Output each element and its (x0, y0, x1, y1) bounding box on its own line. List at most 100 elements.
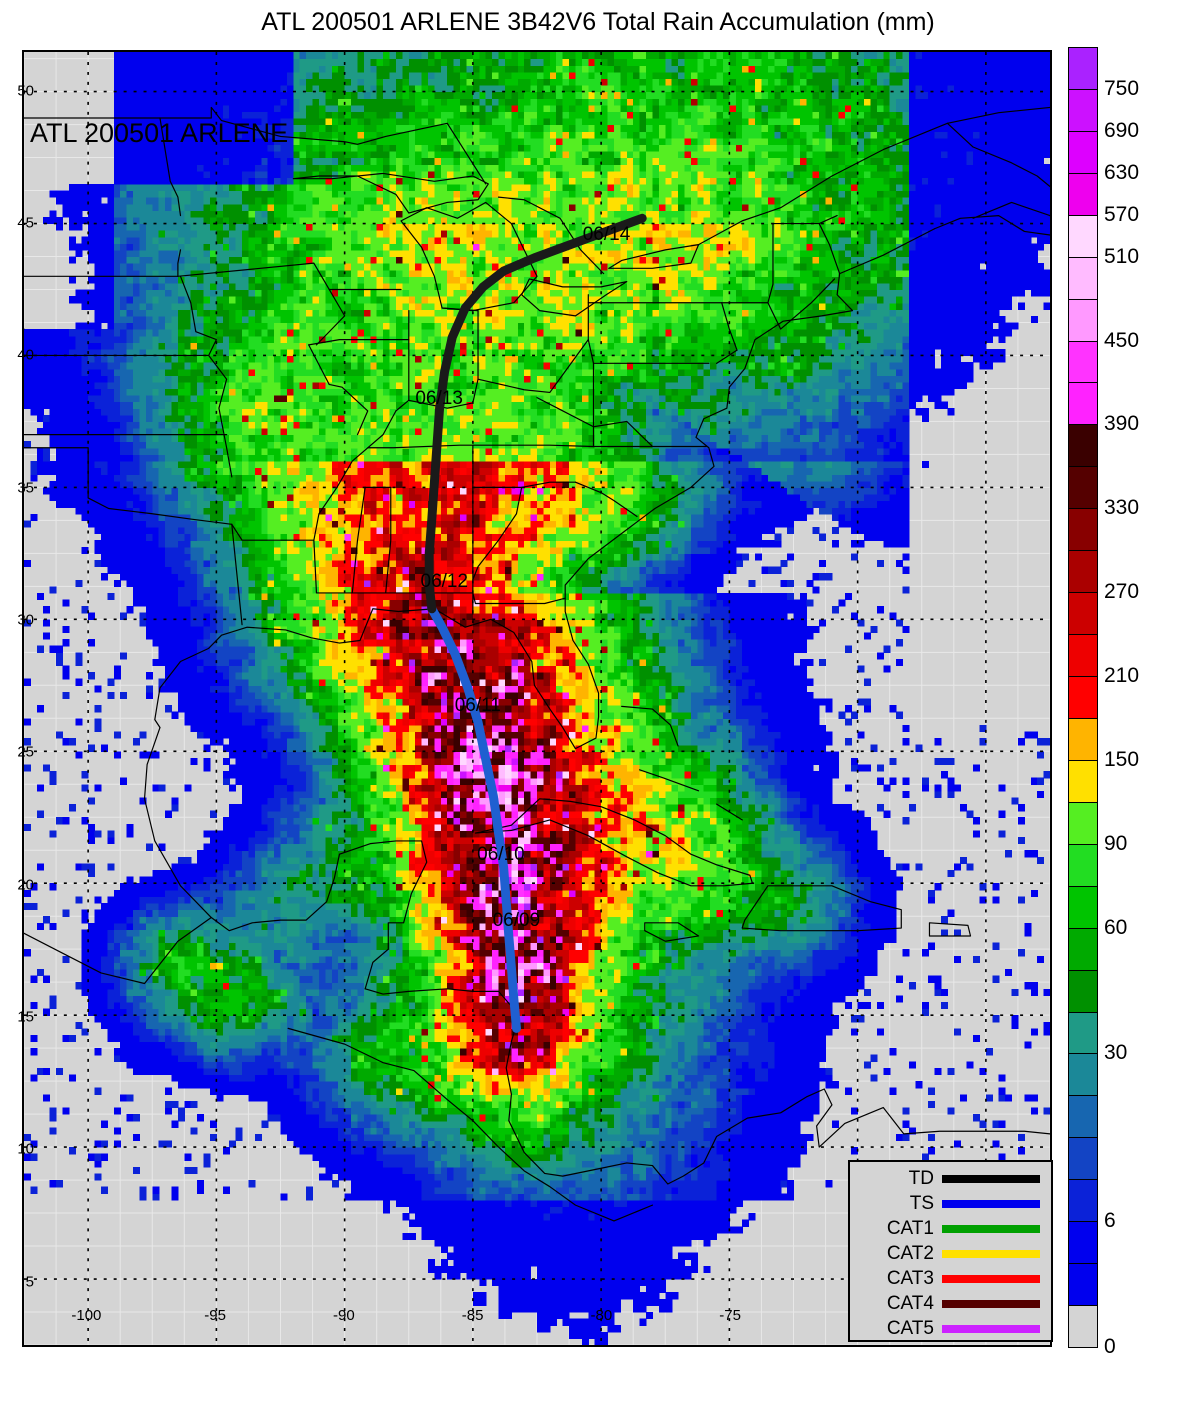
colorbar-tick-label: 750 (1104, 77, 1139, 101)
colorbar-band (1068, 550, 1098, 594)
colorbar-band (1068, 843, 1098, 887)
colorbar-band (1068, 88, 1098, 132)
longitude-tick: -100 (56, 1307, 116, 1324)
colorbar-tick-label: 270 (1104, 580, 1139, 604)
colorbar-tick-label: 90 (1104, 832, 1127, 856)
longitude-tick: -80 (571, 1307, 631, 1324)
legend-color-swatch (942, 1174, 1040, 1183)
legend-color-swatch (942, 1324, 1040, 1333)
colorbar-tick-label: 450 (1104, 329, 1139, 353)
legend-item-cat1: CAT1 (850, 1216, 1051, 1241)
colorbar-band (1068, 801, 1098, 845)
track-date-label: 06/09 (493, 910, 541, 932)
colorbar-band (1068, 298, 1098, 342)
colorbar-band (1068, 1095, 1098, 1139)
legend-label: CAT5 (854, 1319, 942, 1338)
colorbar-band (1068, 1179, 1098, 1223)
colorbar-band (1068, 969, 1098, 1013)
legend-color-swatch (942, 1224, 1040, 1233)
colorbar-band (1068, 1263, 1098, 1307)
longitude-tick: -75 (700, 1307, 760, 1324)
colorbar-tick-label: 0 (1104, 1335, 1116, 1359)
colorbar-band (1068, 1221, 1098, 1265)
legend-label: CAT1 (854, 1219, 942, 1238)
colorbar-tick-label: 150 (1104, 748, 1139, 772)
legend-item-cat3: CAT3 (850, 1266, 1051, 1291)
legend-color-swatch (942, 1299, 1040, 1308)
legend-item-cat4: CAT4 (850, 1291, 1051, 1316)
colorbar-band (1068, 256, 1098, 300)
colorbar-band (1068, 1305, 1098, 1348)
chart-title: ATL 200501 ARLENE 3B42V6 Total Rain Accu… (0, 8, 1196, 37)
colorbar-band (1068, 759, 1098, 803)
colorbar-band (1068, 676, 1098, 719)
colorbar-tick-label: 60 (1104, 916, 1127, 940)
colorbar-band (1068, 340, 1098, 384)
colorbar-tick-label: 6 (1104, 1209, 1116, 1233)
category-legend: TD TS CAT1 CAT2 CAT3 CAT4 CAT5 (848, 1160, 1053, 1342)
colorbar (1068, 47, 1098, 1348)
colorbar-band (1068, 592, 1098, 636)
colorbar-band (1068, 1053, 1098, 1097)
latitude-tick: 40 (0, 347, 34, 364)
longitude-tick: -85 (443, 1307, 503, 1324)
colorbar-tick-label: 30 (1104, 1041, 1127, 1065)
latitude-tick: 35 (0, 479, 34, 496)
rain-accumulation-field (24, 52, 1050, 1345)
colorbar-band (1068, 634, 1098, 678)
colorbar-band (1068, 1011, 1098, 1055)
colorbar-band (1068, 424, 1098, 468)
colorbar-band (1068, 214, 1098, 258)
map-canvas (24, 52, 1050, 1345)
latitude-tick: 50 (0, 82, 34, 99)
colorbar-tick-label: 330 (1104, 496, 1139, 520)
colorbar-band (1068, 717, 1098, 761)
longitude-tick: -90 (314, 1307, 374, 1324)
track-date-label: 06/12 (421, 571, 469, 593)
colorbar-tick-label: 210 (1104, 664, 1139, 688)
longitude-tick: -95 (185, 1307, 245, 1324)
latitude-tick: 25 (0, 744, 34, 761)
colorbar-tick-label: 570 (1104, 203, 1139, 227)
latitude-tick: 45 (0, 215, 34, 232)
track-date-label: 06/14 (583, 224, 631, 246)
legend-label: TD (854, 1169, 942, 1188)
storm-annotation: ATL 200501 ARLENE (30, 118, 288, 149)
legend-label: TS (854, 1194, 942, 1213)
colorbar-band (1068, 1137, 1098, 1181)
colorbar-tick-label: 390 (1104, 412, 1139, 436)
colorbar-tick-label: 510 (1104, 245, 1139, 269)
legend-item-cat2: CAT2 (850, 1241, 1051, 1266)
colorbar-band (1068, 508, 1098, 552)
legend-label: CAT3 (854, 1269, 942, 1288)
coastlines-and-borders (24, 106, 1050, 1222)
colorbar-band (1068, 927, 1098, 971)
colorbar-tick-label: 690 (1104, 119, 1139, 143)
storm-track (424, 213, 647, 1033)
colorbar-band (1068, 130, 1098, 174)
track-date-label: 06/10 (477, 844, 525, 866)
latitude-tick: 30 (0, 612, 34, 629)
map-plot-area (22, 50, 1052, 1347)
colorbar-band (1068, 885, 1098, 929)
legend-item-td: TD (850, 1166, 1051, 1191)
track-date-label: 06/13 (415, 388, 463, 410)
latitude-tick: 20 (0, 876, 34, 893)
latitude-tick: 10 (0, 1141, 34, 1158)
legend-item-cat5: CAT5 (850, 1316, 1051, 1341)
colorbar-band (1068, 172, 1098, 216)
colorbar-tick-label: 630 (1104, 161, 1139, 185)
legend-label: CAT2 (854, 1244, 942, 1263)
latitude-tick: 15 (0, 1009, 34, 1026)
track-date-label: 06/11 (455, 695, 501, 717)
legend-color-swatch (942, 1274, 1040, 1283)
legend-item-ts: TS (850, 1191, 1051, 1216)
legend-label: CAT4 (854, 1294, 942, 1313)
legend-color-swatch (942, 1249, 1040, 1258)
colorbar-band (1068, 382, 1098, 426)
colorbar-band (1068, 47, 1098, 90)
latitude-tick: 5 (0, 1273, 34, 1290)
colorbar-band (1068, 466, 1098, 510)
major-gridlines (24, 52, 1050, 1345)
